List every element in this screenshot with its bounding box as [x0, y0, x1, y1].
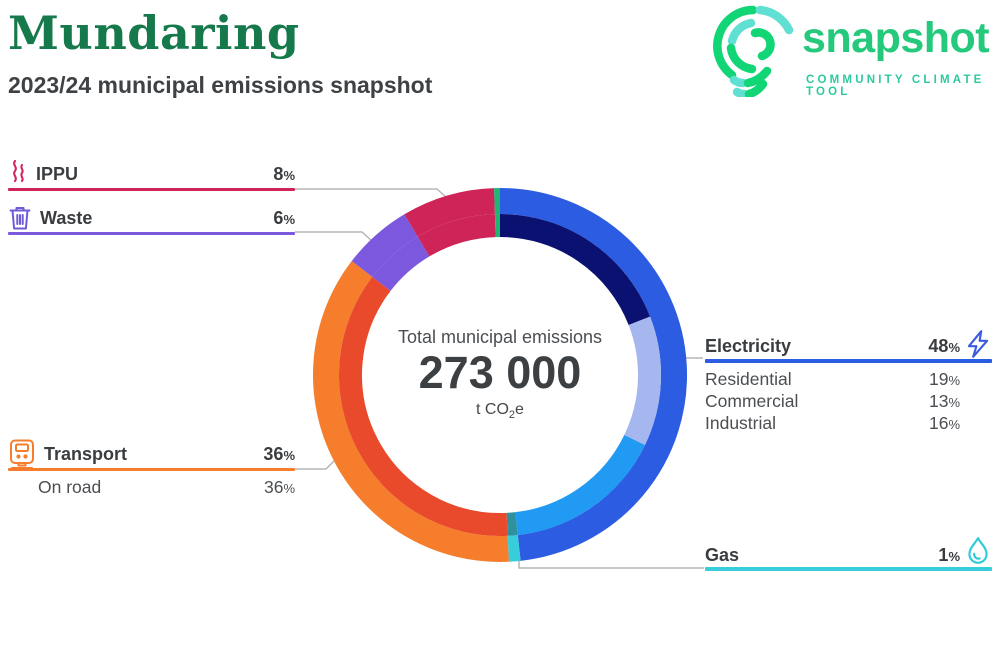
value-number: 19 [928, 368, 949, 389]
percent-sign: % [948, 416, 960, 432]
connector-ippu [295, 188, 448, 199]
unit-sub: 2 [508, 409, 516, 422]
ippu-underline [8, 188, 295, 191]
value-number: 13 [928, 390, 949, 411]
total-emissions-value: 273 000 [418, 347, 582, 398]
percent-sign: % [948, 394, 960, 410]
subcategory-row-residential: Residential 19% [705, 368, 960, 390]
category-value: 8% [273, 164, 295, 185]
transport-underline [8, 468, 295, 471]
category-label: Gas [705, 544, 740, 565]
value-number: 36 [263, 476, 284, 497]
category-value: 6% [273, 208, 295, 229]
value-number: 36 [263, 443, 284, 464]
value-number: 8 [273, 163, 284, 184]
percent-sign: % [283, 211, 295, 227]
flame-icon [964, 536, 992, 566]
emissions-unit: t CO2e [360, 401, 640, 421]
smoke-icon [8, 160, 28, 188]
category-value: 36% [263, 444, 295, 465]
category-row-electricity: Electricity 48% [705, 333, 960, 359]
connector-waste [295, 231, 373, 242]
subcategory-value: 16% [929, 413, 960, 434]
category-label: Transport [44, 443, 128, 464]
subcategory-value: 36% [264, 477, 295, 498]
category-row-transport: Transport 36% [8, 439, 295, 469]
percent-sign: % [948, 548, 960, 564]
electricity-underline [705, 359, 992, 363]
value-number: 48 [928, 335, 949, 356]
lightning-icon [964, 329, 992, 359]
category-label: Waste [40, 207, 93, 228]
value-number: 1 [938, 544, 949, 565]
trash-icon [8, 205, 32, 231]
percent-sign: % [283, 167, 295, 183]
percent-sign: % [283, 480, 295, 496]
subcategory-label: Commercial [705, 390, 799, 411]
logo-wordmark: snapshot [802, 14, 990, 62]
subcategory-row-on-road: On road 36% [38, 474, 295, 500]
category-row-waste: Waste 6% [8, 204, 295, 232]
snapshot-logo-icon [712, 3, 796, 97]
value-number: 6 [273, 207, 284, 228]
value-number: 16 [928, 412, 949, 433]
donut-arcs [313, 188, 688, 562]
train-icon [8, 439, 36, 469]
subcategory-label: On road [38, 476, 102, 497]
connector-transport [295, 459, 336, 470]
category-row-ippu: IPPU 8% [8, 160, 295, 188]
percent-sign: % [948, 339, 960, 355]
page-title: Mundaring [8, 6, 300, 60]
subcategory-row-commercial: Commercial 13% [705, 390, 960, 412]
category-label: IPPU [36, 163, 79, 184]
category-row-gas: Gas 1% [705, 542, 960, 568]
donut-center-label: Total municipal emissions [397, 327, 603, 347]
category-value: 48% [928, 336, 960, 357]
subcategory-label: Residential [705, 368, 792, 389]
gas-underline [705, 567, 992, 571]
waste-underline [8, 232, 295, 235]
subcategory-label: Industrial [705, 412, 777, 433]
subcategory-row-industrial: Industrial 16% [705, 412, 960, 434]
unit-main: t CO [476, 401, 509, 418]
percent-sign: % [948, 372, 960, 388]
unit-end: e [515, 401, 524, 418]
category-value: 1% [938, 545, 960, 566]
connector-gas [518, 556, 704, 569]
category-label: Electricity [705, 335, 792, 356]
subcategory-value: 19% [929, 369, 960, 390]
logo-tagline: COMMUNITY CLIMATE TOOL [806, 74, 985, 98]
percent-sign: % [283, 447, 295, 463]
page-subtitle: 2023/24 municipal emissions snapshot [8, 72, 433, 98]
subcategory-value: 13% [929, 391, 960, 412]
